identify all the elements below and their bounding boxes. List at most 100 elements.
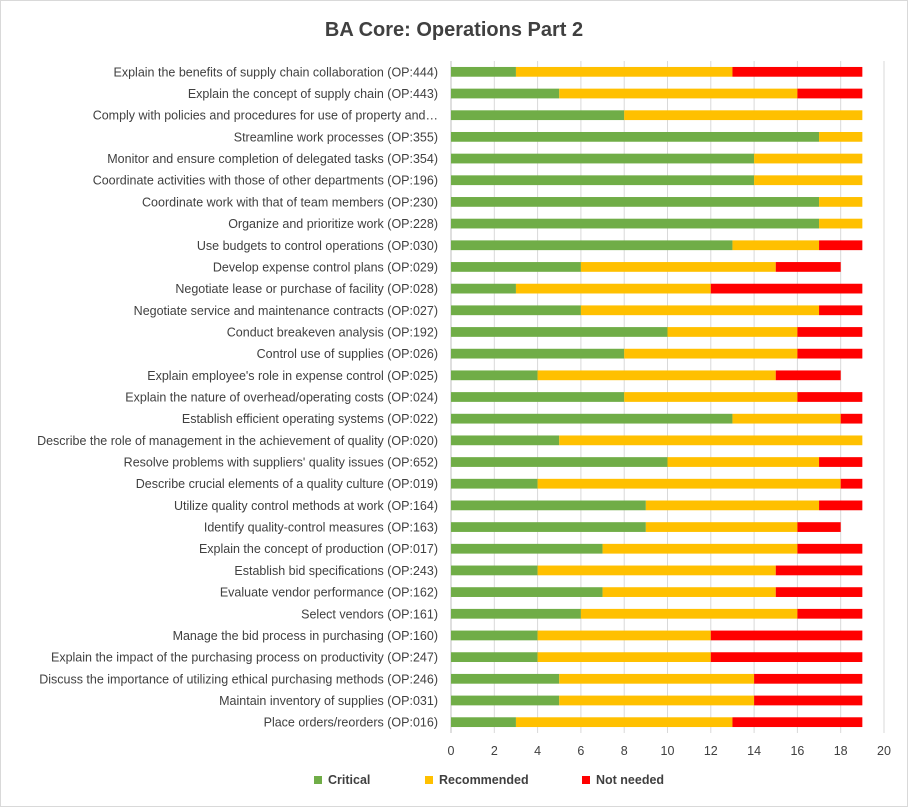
category-label: Negotiate lease or purchase of facility …: [175, 282, 438, 296]
category-label: Describe the role of management in the a…: [37, 434, 438, 448]
bar-segment-critical: [451, 88, 560, 99]
bar-segment-not-needed: [797, 392, 863, 402]
bar-segment-recommended: [602, 543, 798, 554]
bar-segment-recommended: [624, 348, 798, 359]
legend-label: Not needed: [596, 773, 664, 787]
bar-segment-recommended: [580, 608, 798, 619]
x-tick-label: 8: [621, 744, 628, 758]
bar-segment-recommended: [602, 587, 776, 597]
bar-segment-critical: [451, 608, 581, 619]
bar-segment-critical: [451, 153, 755, 164]
bar-segment-not-needed: [819, 240, 863, 251]
bar-segment-recommended: [515, 283, 711, 294]
bar-segment-not-needed: [819, 305, 863, 316]
bar-segment-recommended: [559, 435, 863, 446]
bar-segment-critical: [451, 457, 668, 467]
bar-segment-recommended: [537, 478, 841, 489]
bar-segment-not-needed: [840, 413, 863, 424]
category-label: Evaluate vendor performance (OP:162): [220, 586, 438, 600]
bar-segment-recommended: [537, 370, 776, 381]
bar-segment-not-needed: [710, 652, 863, 663]
category-label: Control use of supplies (OP:026): [257, 347, 438, 361]
bar-segment-critical: [451, 630, 538, 641]
bar-segment-critical: [451, 218, 820, 229]
bar-segment-not-needed: [797, 327, 863, 337]
bar-segment-recommended: [515, 66, 733, 77]
category-label: Comply with policies and procedures for …: [93, 109, 438, 123]
bar-segment-critical: [451, 652, 538, 663]
bar-segment-recommended: [754, 153, 863, 164]
bar-segment-recommended: [537, 565, 776, 576]
category-label: Explain the nature of overhead/operating…: [125, 391, 438, 405]
category-label: Negotiate service and maintenance contra…: [134, 304, 438, 318]
x-tick-label: 18: [834, 744, 848, 758]
category-label: Discuss the importance of utilizing ethi…: [39, 672, 438, 686]
bar-segment-recommended: [580, 262, 776, 272]
bar-segment-critical: [451, 413, 733, 424]
bar-segment-not-needed: [775, 262, 841, 272]
bar-segment-not-needed: [710, 630, 863, 641]
bar-segment-critical: [451, 66, 516, 77]
bar-segment-critical: [451, 131, 820, 142]
category-label: Explain the concept of production (OP:01…: [199, 542, 438, 556]
bar-segment-critical: [451, 478, 538, 489]
category-label: Manage the bid process in purchasing (OP…: [173, 629, 438, 643]
category-label: Monitor and ensure completion of delegat…: [107, 152, 438, 166]
bar-segment-critical: [451, 673, 560, 684]
bar-segment-critical: [451, 587, 603, 597]
category-label: Organize and prioritize work (OP:228): [228, 217, 438, 231]
bar-segment-not-needed: [840, 478, 863, 489]
category-label: Explain the concept of supply chain (OP:…: [188, 87, 438, 101]
category-label: Utilize quality control methods at work …: [174, 499, 438, 513]
legend-label: Recommended: [439, 773, 529, 787]
category-label: Select vendors (OP:161): [301, 607, 438, 621]
bar-segment-critical: [451, 283, 516, 294]
bar-segment-critical: [451, 435, 560, 446]
bar-segment-critical: [451, 305, 581, 316]
bar-segment-not-needed: [797, 348, 863, 359]
bar-segment-recommended: [537, 652, 711, 663]
category-label: Use budgets to control operations (OP:03…: [197, 239, 438, 253]
bar-segment-critical: [451, 197, 820, 207]
x-tick-label: 14: [747, 744, 761, 758]
bar-segment-critical: [451, 348, 625, 359]
legend-item-not-needed: Not needed: [582, 773, 664, 787]
x-tick-label: 0: [448, 744, 455, 758]
bar-segment-not-needed: [797, 608, 863, 619]
bar-segment-critical: [451, 565, 538, 576]
bar-segment-recommended: [645, 500, 820, 511]
category-label: Coordinate work with that of team member…: [142, 195, 438, 209]
legend-label: Critical: [328, 773, 370, 787]
bar-segment-not-needed: [754, 673, 863, 684]
category-labels: Explain the benefits of supply chain col…: [37, 65, 438, 729]
bar-segment-recommended: [645, 522, 798, 532]
bar-segment-not-needed: [819, 457, 863, 467]
category-label: Explain employee's role in expense contr…: [147, 369, 438, 383]
bar-segment-not-needed: [775, 587, 863, 597]
category-label: Describe crucial elements of a quality c…: [136, 477, 438, 491]
bar-segment-critical: [451, 392, 625, 402]
bar-segment-not-needed: [797, 88, 863, 99]
legend-item-recommended: Recommended: [425, 773, 529, 787]
legend-item-critical: Critical: [314, 773, 370, 787]
bar-segment-not-needed: [732, 66, 863, 77]
x-tick-label: 12: [704, 744, 718, 758]
bar-segment-critical: [451, 327, 668, 337]
x-tick-label: 16: [790, 744, 804, 758]
category-label: Coordinate activities with those of othe…: [93, 174, 438, 188]
x-tick-label: 20: [877, 744, 891, 758]
bar-segment-not-needed: [775, 565, 863, 576]
bar-segment-recommended: [559, 88, 798, 99]
legend-swatch: [425, 776, 433, 784]
bar-segment-recommended: [537, 630, 711, 641]
bar-segment-recommended: [732, 240, 820, 251]
bar-segment-recommended: [580, 305, 820, 316]
x-tick-label: 2: [491, 744, 498, 758]
bar-segment-not-needed: [797, 522, 841, 532]
legend-swatch: [314, 776, 322, 784]
bar-segment-critical: [451, 175, 755, 186]
x-tick-label: 4: [534, 744, 541, 758]
bar-segment-not-needed: [775, 370, 841, 381]
